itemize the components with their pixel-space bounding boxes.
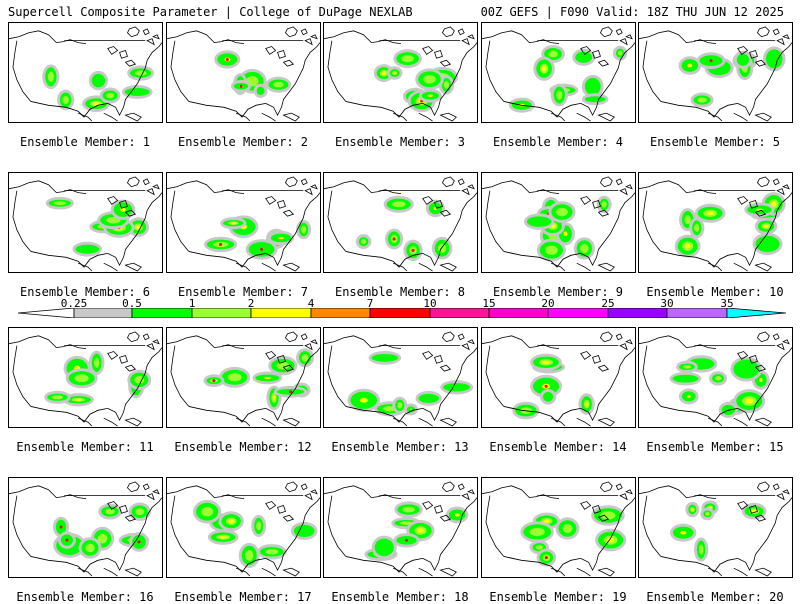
ensemble-member-map <box>323 327 478 428</box>
ensemble-member-label: Ensemble Member: 10 <box>646 285 784 299</box>
ensemble-member-map <box>323 22 478 123</box>
chart-title: Supercell Composite Parameter | College … <box>8 5 413 19</box>
ensemble-member-map <box>481 22 636 123</box>
legend-swatch <box>547 308 609 318</box>
legend-tick-label: 2 <box>247 297 255 310</box>
ensemble-member-map <box>166 172 321 273</box>
ensemble-member-label: Ensemble Member: 7 <box>177 285 309 299</box>
ensemble-member-map <box>638 477 793 578</box>
legend-swatch <box>429 308 490 318</box>
legend-swatch <box>726 308 786 318</box>
ensemble-member-label: Ensemble Member: 12 <box>174 440 312 454</box>
legend-tick-label: 35 <box>720 297 734 310</box>
ensemble-member-label: Ensemble Member: 1 <box>19 135 151 149</box>
ensemble-member-label: Ensemble Member: 14 <box>489 440 627 454</box>
ensemble-member-label: Ensemble Member: 4 <box>492 135 624 149</box>
ensemble-member-map <box>166 22 321 123</box>
ensemble-member-map <box>638 172 793 273</box>
ensemble-member-map <box>166 327 321 428</box>
legend-swatch <box>607 308 668 318</box>
ensemble-member-map <box>166 477 321 578</box>
ensemble-member-label: Ensemble Member: 6 <box>19 285 151 299</box>
legend-swatch <box>310 308 371 318</box>
ensemble-member-label: Ensemble Member: 9 <box>492 285 624 299</box>
ensemble-member-map <box>481 172 636 273</box>
ensemble-member-label: Ensemble Member: 8 <box>334 285 466 299</box>
legend-tick-label: 10 <box>423 297 437 310</box>
legend-tick-label: 0.5 <box>122 297 142 310</box>
legend-tick-label: 0.25 <box>60 297 88 310</box>
legend-tick-label: 30 <box>660 297 674 310</box>
legend-swatch <box>250 308 312 318</box>
ensemble-member-map <box>323 172 478 273</box>
legend-tick-label: 7 <box>366 297 374 310</box>
ensemble-member-map <box>638 22 793 123</box>
ensemble-member-label: Ensemble Member: 13 <box>331 440 469 454</box>
ensemble-member-label: Ensemble Member: 2 <box>177 135 309 149</box>
ensemble-member-label: Ensemble Member: 19 <box>489 590 627 604</box>
run-info: 00Z GEFS | F090 Valid: 18Z THU JUN 12 20… <box>480 5 784 19</box>
legend-swatch <box>666 308 728 318</box>
legend-tick-label: 15 <box>482 297 496 310</box>
ensemble-member-map <box>481 327 636 428</box>
ensemble-member-map <box>323 477 478 578</box>
legend-swatch <box>369 308 431 318</box>
legend-tick-label: 4 <box>307 297 315 310</box>
ensemble-member-label: Ensemble Member: 17 <box>174 590 312 604</box>
ensemble-member-map <box>638 327 793 428</box>
color-legend-bar <box>18 308 786 318</box>
ensemble-member-map <box>8 172 163 273</box>
ensemble-member-label: Ensemble Member: 15 <box>646 440 784 454</box>
legend-tick-label: 1 <box>188 297 196 310</box>
ensemble-member-label: Ensemble Member: 3 <box>334 135 466 149</box>
legend-tick-label: 20 <box>541 297 555 310</box>
ensemble-member-label: Ensemble Member: 18 <box>331 590 469 604</box>
ensemble-member-map <box>8 22 163 123</box>
legend-swatch <box>191 308 252 318</box>
ensemble-member-label: Ensemble Member: 20 <box>646 590 784 604</box>
ensemble-member-label: Ensemble Member: 11 <box>16 440 154 454</box>
ensemble-member-label: Ensemble Member: 5 <box>649 135 781 149</box>
legend-swatch <box>488 308 549 318</box>
ensemble-member-label: Ensemble Member: 16 <box>16 590 154 604</box>
legend-tick-label: 25 <box>601 297 615 310</box>
ensemble-member-map <box>8 477 163 578</box>
ensemble-member-map <box>481 477 636 578</box>
ensemble-member-map <box>8 327 163 428</box>
